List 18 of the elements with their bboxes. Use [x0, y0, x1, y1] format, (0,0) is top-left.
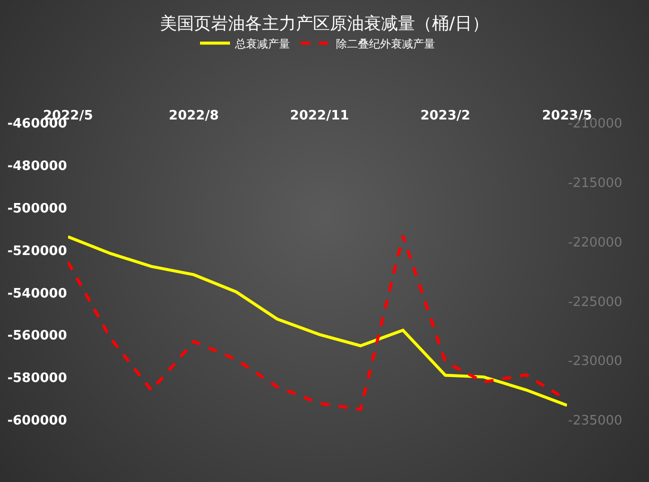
y-tick-label: -600000: [7, 414, 67, 429]
y-tick-label: -520000: [7, 244, 67, 259]
y-tick-label: -480000: [7, 158, 67, 174]
y2-tick-label: -230000: [568, 354, 622, 370]
y2-tick-label: -235000: [568, 414, 622, 429]
y2-tick-label: -225000: [568, 294, 622, 310]
y-tick-label: -500000: [7, 201, 67, 216]
chart-title: 美国页岩油各主力产区原油衰减量（桶/日）: [160, 14, 489, 34]
y-tick-label: -540000: [7, 286, 67, 302]
y2-tick-label: -220000: [568, 235, 622, 250]
y-tick-label: -560000: [7, 328, 67, 344]
x-tick-label: 2023/2: [420, 108, 470, 124]
x-tick-label: 2022/8: [168, 108, 219, 124]
y2-tick-label: -215000: [568, 176, 622, 191]
y-tick-label: -580000: [7, 371, 67, 386]
legend-label: 除二叠纪外衰减产量: [336, 37, 435, 50]
x-tick-label: 2022/11: [290, 108, 350, 124]
legend-label: 总衰减产量: [234, 37, 290, 50]
